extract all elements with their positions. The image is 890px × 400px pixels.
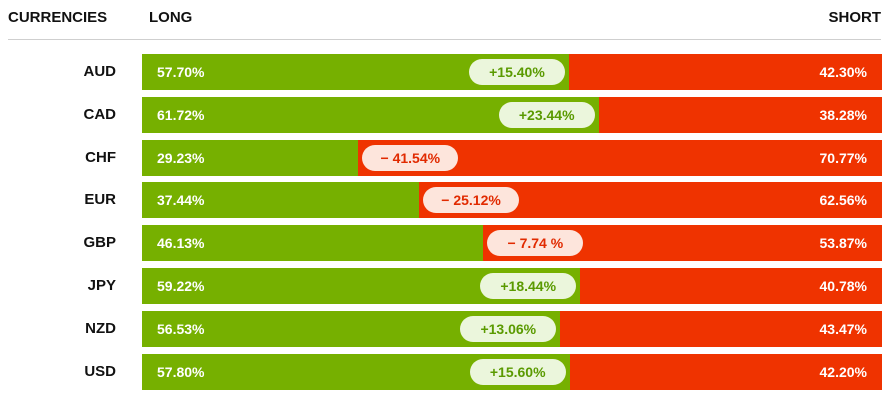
net-change-badge: +13.06%	[460, 315, 557, 342]
currency-row-aud: AUD 57.70% 42.30% +15.40%	[0, 54, 890, 90]
short-bar: 46.13% 53.87% − 7.74 %	[142, 225, 882, 262]
short-bar: 37.44% 62.56% − 25.12%	[142, 182, 882, 219]
long-bar	[142, 139, 359, 176]
long-header: LONG	[149, 9, 193, 26]
long-value-label: 46.13%	[157, 235, 205, 252]
currency-row-gbp: GBP 46.13% 53.87% − 7.74 %	[0, 225, 890, 262]
currency-row-nzd: NZD 56.53% 43.47% +13.06%	[0, 310, 890, 347]
net-change-badge: +18.44%	[480, 273, 577, 299]
long-value-label: 59.22%	[157, 278, 205, 294]
long-bar	[142, 182, 420, 219]
short-bar: 59.22% 40.78% +18.44%	[142, 268, 882, 304]
short-value-label: 38.28%	[819, 106, 867, 123]
net-change-badge: − 7.74 %	[487, 230, 584, 257]
long-bar	[142, 225, 484, 262]
short-value-label: 40.78%	[819, 278, 867, 294]
currency-label: JPY	[87, 277, 116, 294]
long-value-label: 57.80%	[157, 363, 205, 380]
short-value-label: 43.47%	[819, 320, 867, 337]
currency-row-cad: CAD 61.72% 38.28% +23.44%	[0, 96, 890, 133]
currency-label: AUD	[83, 63, 117, 80]
long-value-label: 56.53%	[157, 320, 205, 337]
net-change-badge: − 41.54%	[362, 144, 459, 171]
long-value-label: 29.23%	[157, 149, 205, 166]
short-bar: 61.72% 38.28% +23.44%	[142, 96, 882, 133]
long-value-label: 61.72%	[157, 106, 205, 123]
short-bar: 57.80% 42.20% +15.60%	[142, 353, 882, 390]
header-divider	[8, 39, 881, 40]
currency-label: CHF	[85, 148, 116, 166]
currency-row-eur: EUR 37.44% 62.56% − 25.12%	[0, 182, 890, 219]
net-change-badge: +15.40%	[468, 59, 565, 85]
net-change-badge: +15.60%	[469, 358, 566, 385]
currency-row-usd: USD 57.80% 42.20% +15.60%	[0, 353, 890, 390]
currency-label: USD	[84, 362, 116, 380]
currency-label: CAD	[83, 105, 117, 123]
long-value-label: 37.44%	[157, 192, 205, 209]
short-header: SHORT	[828, 9, 882, 26]
short-value-label: 42.20%	[819, 363, 867, 380]
short-value-label: 53.87%	[819, 235, 867, 252]
short-bar: 29.23% 70.77% − 41.54%	[142, 139, 882, 176]
short-value-label: 62.56%	[819, 192, 867, 209]
long-value-label: 57.70%	[157, 64, 205, 80]
currency-label: NZD	[85, 319, 116, 337]
currency-row-chf: CHF 29.23% 70.77% − 41.54%	[0, 139, 890, 176]
short-bar: 57.70% 42.30% +15.40%	[142, 54, 882, 90]
net-change-badge: − 25.12%	[423, 187, 520, 214]
currency-label: EUR	[84, 191, 116, 209]
short-value-label: 70.77%	[819, 149, 867, 166]
currency-label: GBP	[83, 234, 116, 252]
currency-row-jpy: JPY 59.22% 40.78% +18.44%	[0, 268, 890, 304]
net-change-badge: +23.44%	[498, 101, 595, 128]
short-value-label: 42.30%	[819, 64, 867, 80]
currencies-header: CURRENCIES	[8, 9, 108, 26]
short-bar: 56.53% 43.47% +13.06%	[142, 310, 882, 347]
